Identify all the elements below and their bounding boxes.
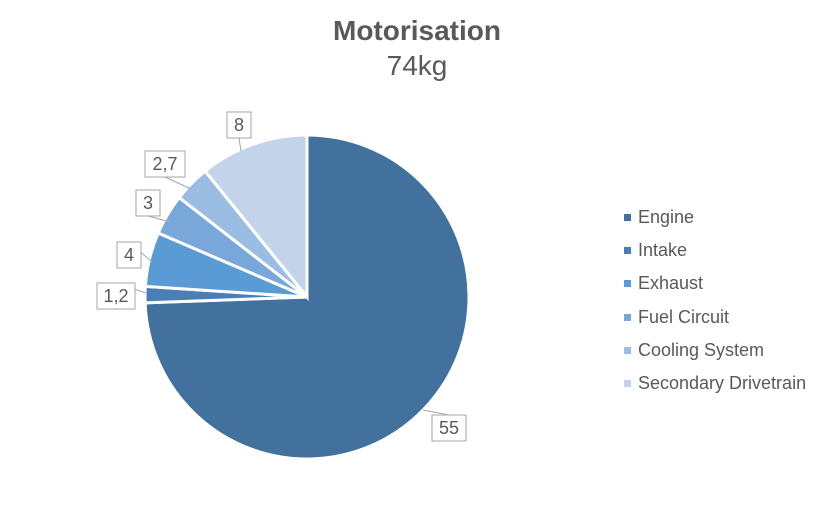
data-label: 8 [234, 115, 244, 135]
legend-swatch [624, 247, 631, 255]
legend-swatch [624, 280, 631, 288]
legend-swatch [624, 346, 631, 354]
legend-label: Exhaust [638, 273, 704, 294]
data-label: 2,7 [152, 154, 177, 174]
data-label-leader [164, 176, 192, 190]
legend-label: Fuel Circuit [638, 306, 730, 327]
legend-swatch [624, 313, 631, 321]
data-label: 1,2 [103, 286, 128, 306]
legend-item: Exhaust [624, 267, 806, 300]
data-label-box [226, 111, 252, 139]
data-label-box [96, 282, 136, 310]
data-label-box [116, 241, 142, 269]
data-label: 55 [439, 418, 459, 438]
legend-swatch [624, 214, 631, 222]
pie-slice-secondary-drivetrain [203, 133, 309, 302]
data-label-box [431, 414, 467, 442]
legend-swatch [624, 380, 631, 388]
legend-label: Secondary Drivetrain [638, 373, 807, 394]
chart-subtitle: 74kg [386, 50, 448, 81]
data-label: 3 [143, 193, 153, 213]
legend-label: Cooling System [638, 339, 765, 360]
legend-item: Cooling System [624, 334, 806, 367]
legend-label: Intake [638, 240, 688, 261]
chart-title: Motorisation [333, 15, 501, 46]
legend-label: Engine [638, 207, 695, 228]
legend-item: Intake [624, 234, 806, 267]
data-label-leader [238, 137, 242, 152]
legend-item: Engine [624, 201, 806, 234]
data-label-box [144, 150, 186, 178]
data-label-leader [147, 215, 171, 223]
legend-item: Fuel Circuit [624, 301, 806, 334]
data-label: 4 [124, 245, 134, 265]
chart-legend: Engine Intake Exhaust Fuel Circuit Cooling S… [624, 201, 806, 400]
data-label-leader [422, 409, 450, 416]
data-label-box [135, 189, 161, 217]
legend-item: Secondary Drivetrain [624, 367, 806, 400]
